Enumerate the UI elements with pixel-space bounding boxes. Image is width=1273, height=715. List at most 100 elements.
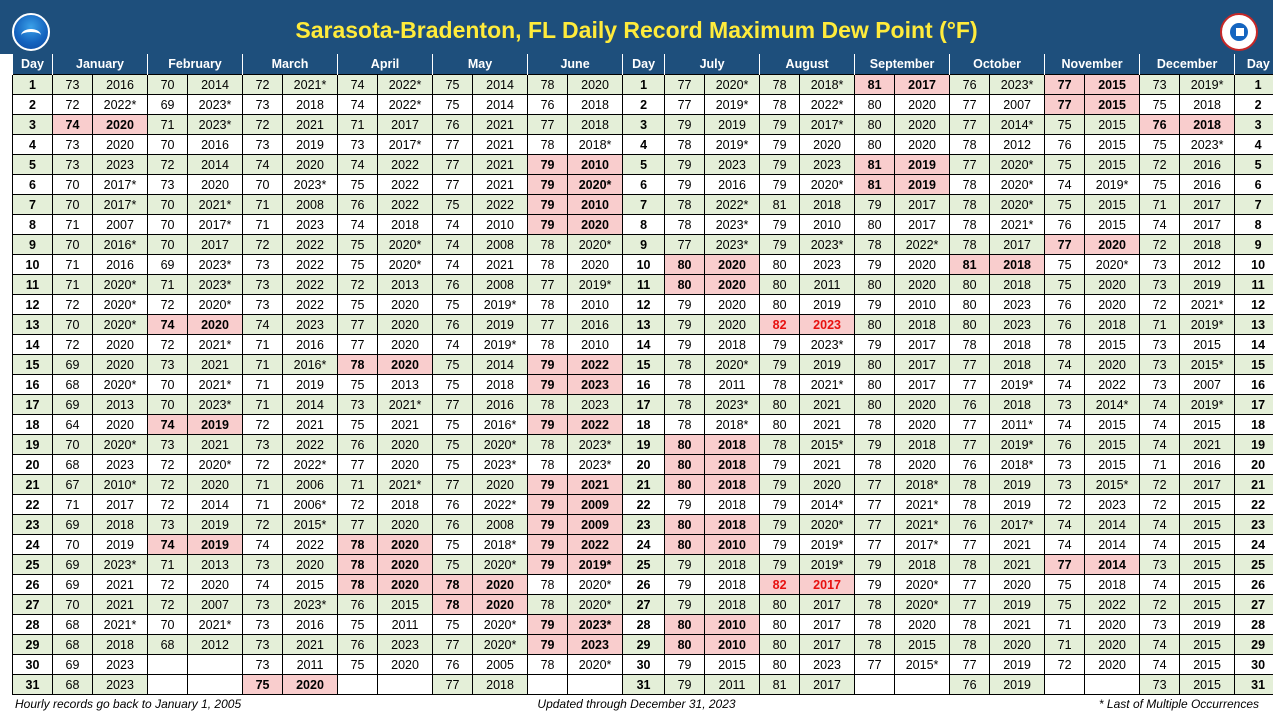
dewpoint-cell: 72 — [1139, 474, 1181, 495]
year-cell: 2019* — [1084, 174, 1141, 195]
year-cell: 2016 — [1179, 454, 1236, 475]
empty-cell — [147, 654, 189, 675]
dewpoint-cell: 77 — [949, 534, 991, 555]
dewpoint-cell: 78 — [949, 214, 991, 235]
year-cell: 2021 — [377, 414, 434, 435]
dewpoint-cell: 75 — [337, 174, 379, 195]
records-table: Day January February March April May Jun… — [12, 54, 1273, 695]
dewpoint-cell: 77 — [432, 174, 474, 195]
year-cell: 2017* — [187, 214, 244, 235]
year-cell: 2021* — [989, 214, 1046, 235]
year-cell: 2021 — [282, 634, 339, 655]
dewpoint-cell: 79 — [664, 114, 706, 135]
table-row: 21 67 2010* 72 2020 71 2006 71 2021* 77 2020 79 2021… — [12, 474, 1273, 495]
dewpoint-cell: 79 — [759, 334, 801, 355]
dewpoint-cell: 76 — [949, 674, 991, 695]
table-row: 22 71 2017 72 2014 71 2006* 72 2018 76 2022* 79 2009… — [12, 494, 1273, 515]
dewpoint-cell: 79 — [527, 554, 569, 575]
dewpoint-cell: 70 — [147, 234, 189, 255]
header-row: Day January February March April May Jun… — [12, 54, 1273, 75]
day-cell: 10 — [12, 254, 53, 275]
year-cell: 2020 — [1084, 274, 1141, 295]
dewpoint-cell: 73 — [147, 174, 189, 195]
table-row: 5 73 2023 72 2014 74 2020 74 2022 77 2021 79 2010 5 79… — [12, 154, 1273, 175]
year-cell: 2015 — [1179, 634, 1236, 655]
year-cell: 2008 — [472, 234, 529, 255]
table-row: 31 68 2023 75 2020 77 2018 31 79 2011 81 2017 76 2019… — [12, 674, 1273, 695]
dewpoint-cell: 77 — [664, 74, 706, 95]
year-cell: 2023* — [704, 234, 761, 255]
day-cell: 14 — [12, 334, 53, 355]
day-cell: 20 — [1234, 454, 1273, 475]
year-cell: 2018 — [1179, 114, 1236, 135]
dewpoint-cell: 71 — [242, 194, 284, 215]
year-cell: 2023* — [282, 594, 339, 615]
year-cell: 2023* — [187, 394, 244, 415]
day-cell: 28 — [622, 614, 666, 635]
table-row: 25 69 2023* 71 2013 73 2020 78 2020 75 2020* 79 2019… — [12, 554, 1273, 575]
dewpoint-cell: 77 — [337, 334, 379, 355]
year-cell: 2020 — [91, 114, 149, 135]
year-cell: 2020 — [187, 474, 244, 495]
day-header: Day — [622, 54, 665, 75]
year-cell: 2017 — [799, 594, 856, 615]
year-cell: 2018 — [282, 94, 339, 115]
year-cell: 2023 — [377, 634, 434, 655]
dewpoint-cell: 80 — [664, 454, 706, 475]
dewpoint-cell: 71 — [147, 274, 189, 295]
year-cell: 2015 — [1084, 454, 1141, 475]
day-cell: 20 — [12, 454, 53, 475]
year-cell: 2022 — [282, 274, 339, 295]
day-cell: 5 — [622, 154, 666, 175]
year-cell: 2015 — [1179, 654, 1236, 675]
dewpoint-cell: 80 — [759, 594, 801, 615]
year-cell: 2019* — [989, 374, 1046, 395]
year-cell: 2020* — [799, 514, 856, 535]
year-cell: 2021 — [282, 414, 339, 435]
empty-cell — [187, 654, 244, 675]
year-cell: 2021* — [187, 334, 244, 355]
dewpoint-cell: 79 — [854, 254, 896, 275]
dewpoint-cell: 75 — [432, 454, 474, 475]
year-cell: 2020* — [704, 74, 761, 95]
day-cell: 29 — [1234, 634, 1273, 655]
table-row: 20 68 2023 72 2020* 72 2022* 77 2020 75 2023* 78 202… — [12, 454, 1273, 475]
dewpoint-cell: 72 — [242, 234, 284, 255]
year-cell: 2020 — [282, 674, 339, 695]
dewpoint-cell: 78 — [527, 594, 569, 615]
dewpoint-cell: 77 — [949, 374, 991, 395]
day-cell: 1 — [12, 74, 53, 95]
day-cell: 27 — [622, 594, 666, 615]
year-cell: 2022 — [472, 194, 529, 215]
year-cell: 2017* — [91, 174, 149, 195]
dewpoint-cell: 71 — [1139, 454, 1181, 475]
table-row: 9 70 2016* 70 2017 72 2022 75 2020* 74 2008 78 2020*… — [12, 234, 1273, 255]
day-cell: 25 — [1234, 554, 1273, 575]
year-cell: 2014 — [282, 394, 339, 415]
year-cell: 2005 — [472, 654, 529, 675]
day-cell: 24 — [12, 534, 53, 555]
year-cell: 2019 — [989, 594, 1046, 615]
year-cell: 2017* — [989, 514, 1046, 535]
year-cell: 2021 — [472, 174, 529, 195]
year-cell: 2019* — [704, 94, 761, 115]
day-cell: 12 — [12, 294, 53, 315]
noaa-logo-icon — [12, 13, 50, 51]
dewpoint-cell: 80 — [759, 394, 801, 415]
dewpoint-cell: 73 — [1044, 454, 1086, 475]
year-cell: 2015 — [1084, 194, 1141, 215]
dewpoint-cell: 80 — [664, 614, 706, 635]
year-cell: 2020 — [187, 174, 244, 195]
year-cell: 2020 — [472, 594, 529, 615]
dewpoint-cell: 79 — [664, 554, 706, 575]
day-cell: 4 — [12, 134, 53, 155]
dewpoint-cell: 79 — [664, 294, 706, 315]
year-cell: 2019 — [187, 414, 244, 435]
day-cell: 11 — [12, 274, 53, 295]
year-cell: 2020* — [567, 574, 624, 595]
dewpoint-cell: 70 — [147, 134, 189, 155]
dewpoint-cell: 74 — [1139, 574, 1181, 595]
dewpoint-cell: 78 — [854, 454, 896, 475]
year-cell: 2017* — [91, 194, 149, 215]
year-cell: 2014 — [187, 154, 244, 175]
